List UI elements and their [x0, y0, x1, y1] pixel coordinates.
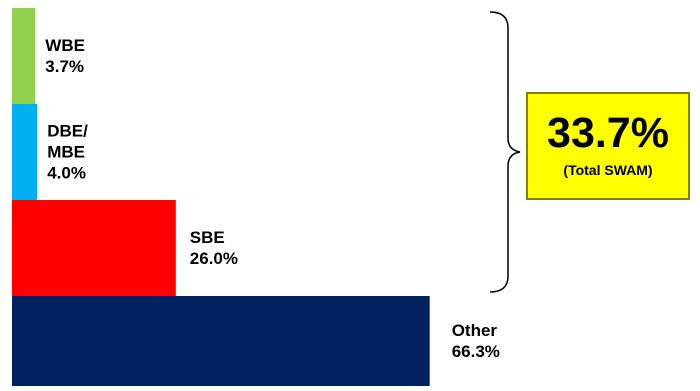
category-label: WBE [45, 36, 85, 55]
total-swam-callout: 33.7% (Total SWAM) [526, 92, 690, 200]
bar-dbembe [12, 104, 38, 200]
category-label: MBE [47, 143, 85, 162]
category-label: Other [452, 321, 498, 340]
label-sbe: SBE 26.0% [190, 228, 238, 268]
total-swam-value: 33.7% [547, 109, 669, 157]
bar-sbe [12, 200, 176, 296]
label-dbembe: DBE/MBE 4.0% [47, 122, 88, 183]
swam-bracket [489, 11, 521, 293]
bar-other [12, 296, 430, 386]
category-label: SBE [190, 228, 225, 247]
label-other: Other 66.3% [452, 321, 500, 361]
label-wbe: WBE 3.7% [45, 36, 85, 76]
value-label: 26.0% [190, 249, 238, 268]
bar-wbe [12, 8, 36, 104]
value-label: 4.0% [47, 164, 86, 183]
total-swam-caption: (Total SWAM) [563, 162, 653, 178]
value-label: 66.3% [452, 342, 500, 361]
value-label: 3.7% [45, 57, 84, 76]
category-label: DBE/ [47, 122, 88, 141]
